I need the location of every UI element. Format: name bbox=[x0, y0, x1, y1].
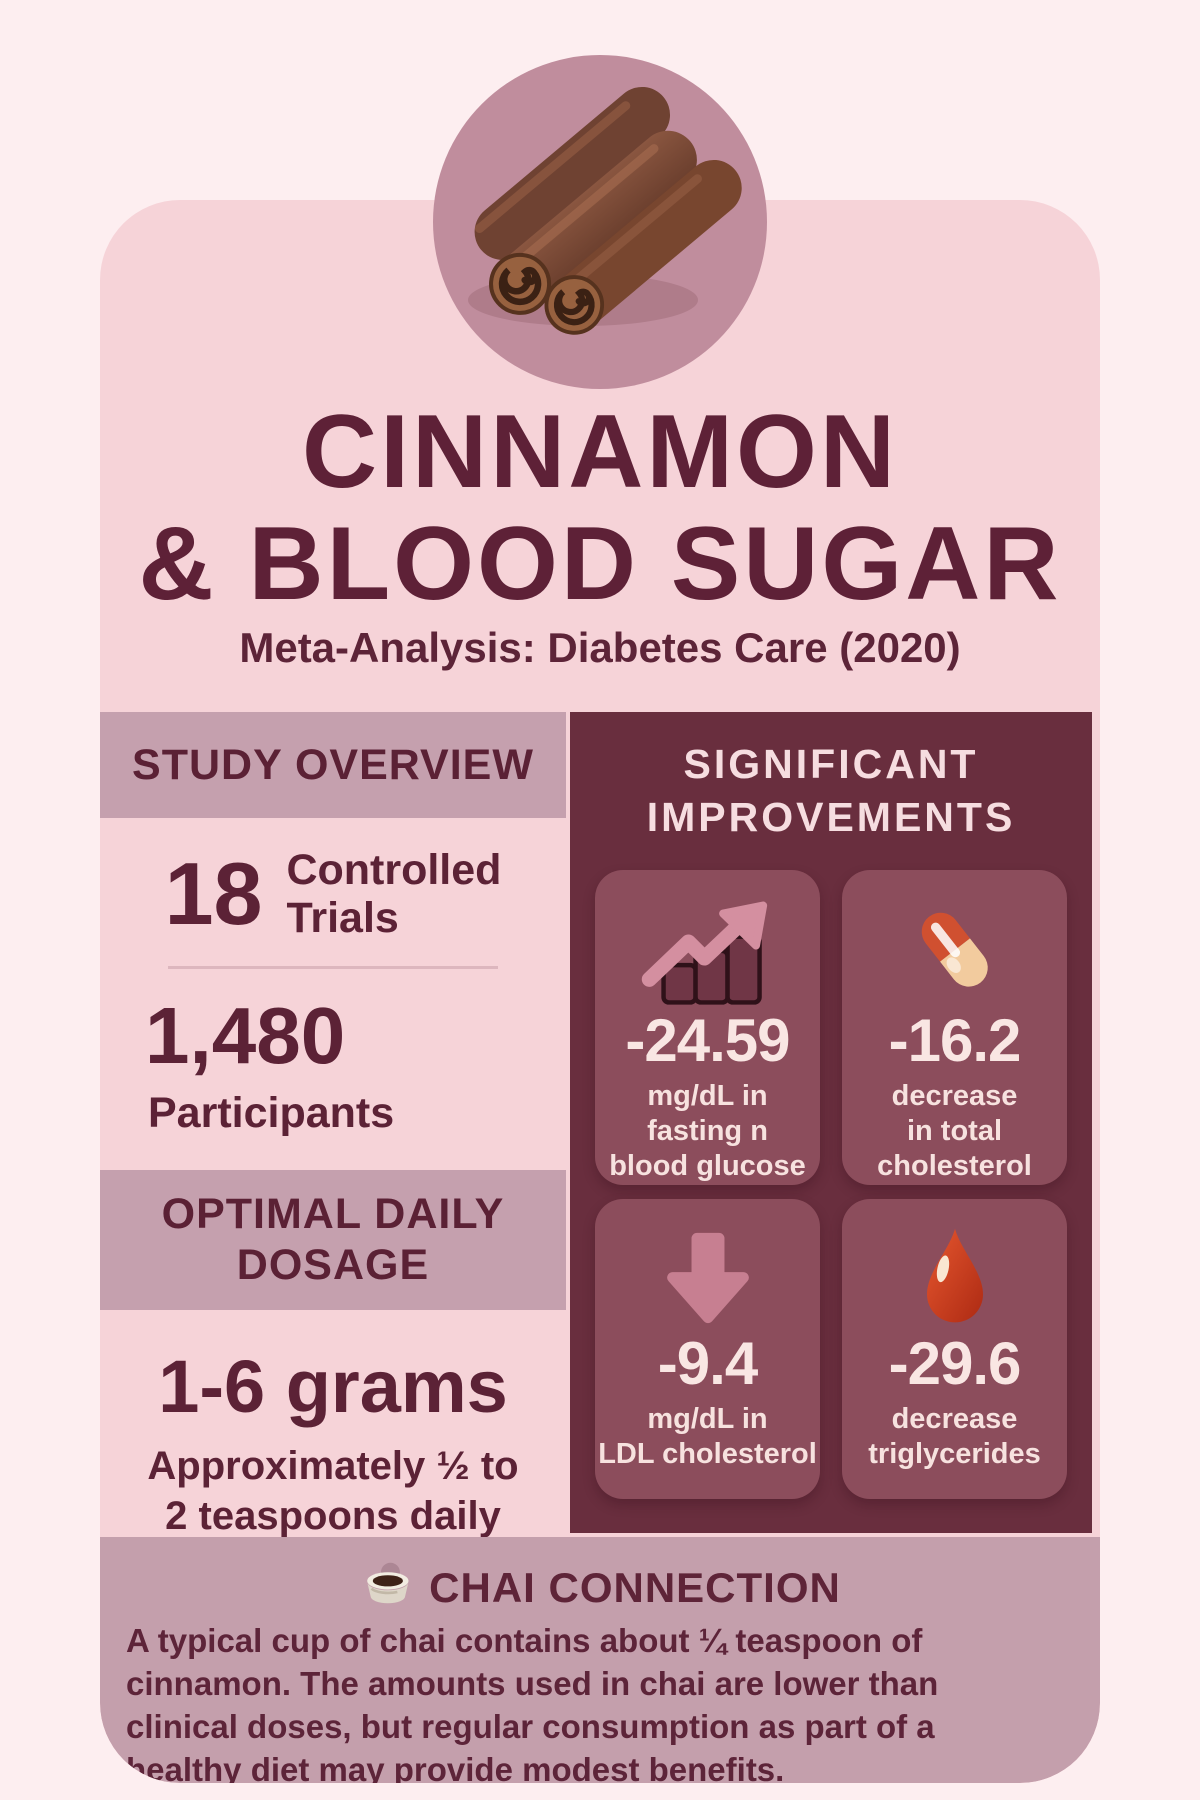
stat-card-ldl: -9.4 mg/dL in LDL cholesterol bbox=[595, 1199, 820, 1499]
chai-cup-icon bbox=[359, 1561, 415, 1616]
page-title: CINNAMON & BLOOD SUGAR bbox=[100, 396, 1100, 620]
participants-value: 1,480 bbox=[145, 991, 346, 1080]
stat-value: -16.2 bbox=[888, 1007, 1022, 1074]
blood-drop-icon bbox=[908, 1223, 1002, 1329]
page-subtitle: Meta-Analysis: Diabetes Care (2020) bbox=[239, 624, 961, 671]
down-arrow-icon bbox=[654, 1223, 762, 1329]
dosage-content: 1-6 grams Approximately ½ to 2 teaspoons… bbox=[100, 1310, 566, 1541]
trials-stat: 18 Controlled Trials bbox=[100, 846, 566, 942]
trials-value: 18 bbox=[164, 844, 263, 943]
study-overview-header: STUDY OVERVIEW bbox=[100, 712, 566, 818]
cinnamon-sticks-icon bbox=[433, 55, 767, 389]
improvements-grid: -24.59 mg/dL in fasting n blood glucose bbox=[595, 870, 1067, 1499]
stat-card-cholesterol: -16.2 decrease in total cholesterol bbox=[842, 870, 1067, 1185]
stat-label: mg/dL in fasting n blood glucose bbox=[609, 1080, 806, 1182]
trials-label: Controlled Trials bbox=[286, 846, 502, 942]
study-overview-column: STUDY OVERVIEW 18 Controlled Trials 1,48… bbox=[100, 712, 566, 1538]
participants-label: Participants bbox=[148, 1089, 395, 1137]
stat-value: -9.4 bbox=[657, 1330, 758, 1397]
chai-connection-section: CHAI CONNECTION A typical cup of chai co… bbox=[100, 1537, 1100, 1783]
dosage-value: 1-6 grams bbox=[158, 1345, 508, 1428]
study-overview-stats: 18 Controlled Trials 1,480 Participants bbox=[100, 818, 566, 1170]
stat-label: mg/dL in LDL cholesterol bbox=[598, 1403, 817, 1470]
stat-label: decrease in total cholesterol bbox=[877, 1080, 1032, 1182]
improvements-panel: SIGNIFICANT IMPROVEMENTS bbox=[570, 712, 1092, 1533]
pill-icon bbox=[895, 894, 1015, 1006]
chai-connection-header: CHAI CONNECTION bbox=[429, 1564, 841, 1611]
chart-up-icon bbox=[634, 894, 782, 1006]
title-line-2: & BLOOD SUGAR bbox=[138, 506, 1062, 622]
chai-connection-title-row: CHAI CONNECTION bbox=[100, 1562, 1100, 1611]
dosage-note: Approximately ½ to 2 teaspoons daily bbox=[147, 1444, 519, 1538]
chai-connection-body: A typical cup of chai contains about ¼ t… bbox=[126, 1622, 939, 1783]
stat-value: -24.59 bbox=[625, 1007, 790, 1074]
stat-divider bbox=[168, 966, 498, 969]
stat-label: decrease triglycerides bbox=[868, 1403, 1041, 1470]
dosage-header: OPTIMAL DAILY DOSAGE bbox=[100, 1170, 566, 1310]
title-line-1: CINNAMON bbox=[302, 394, 898, 510]
improvements-header: SIGNIFICANT IMPROVEMENTS bbox=[646, 741, 1016, 840]
stat-card-glucose: -24.59 mg/dL in fasting n blood glucose bbox=[595, 870, 820, 1185]
stat-value: -29.6 bbox=[888, 1330, 1022, 1397]
stat-card-triglycerides: -29.6 decrease triglycerides bbox=[842, 1199, 1067, 1499]
main-card: CINNAMON & BLOOD SUGAR Meta-Analysis: Di… bbox=[100, 200, 1100, 1783]
